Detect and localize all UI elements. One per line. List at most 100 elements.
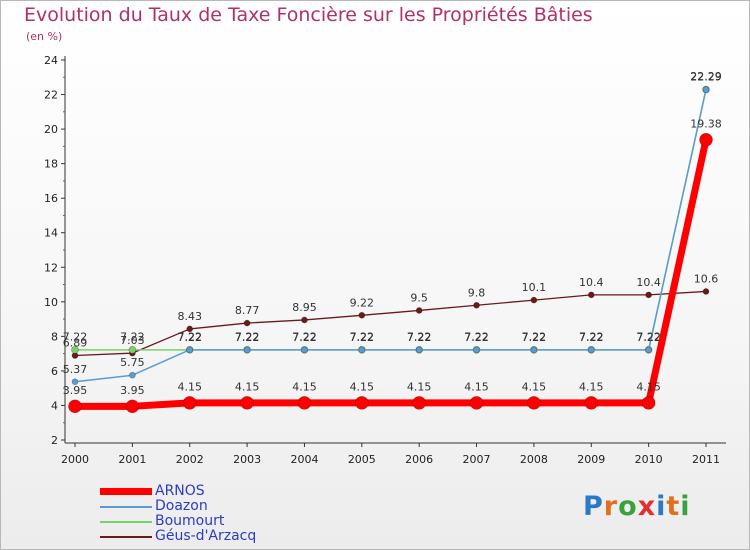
x-tick-label: 2000 — [61, 453, 89, 466]
chart-unit-label: (en %) — [26, 30, 63, 43]
data-point-boumourt — [128, 346, 137, 354]
data-label-boumourt: 7.22 — [464, 330, 489, 343]
data-point-arnos — [641, 396, 656, 410]
series-line-doazon — [74, 89, 707, 383]
logo-letter: t — [666, 491, 681, 522]
data-point-doazon — [473, 346, 480, 354]
data-label-doazon: 7.22 — [292, 331, 317, 344]
data-label-doazon: 7.22 — [522, 331, 547, 344]
data-label-g-us-d-arzacq: 10.4 — [636, 276, 661, 289]
data-point-doazon — [587, 346, 595, 354]
data-label-g-us-d-arzacq: 9.8 — [468, 286, 486, 299]
x-tick-label: 2006 — [405, 453, 433, 466]
x-tick-label: 2003 — [233, 453, 261, 466]
data-point-arnos — [355, 396, 369, 410]
logo-letter: x — [637, 491, 657, 522]
data-label-boumourt: 7.22 — [407, 330, 432, 343]
data-point-arnos — [297, 396, 312, 410]
legend-swatch-boumourt — [100, 521, 152, 523]
data-point-arnos — [68, 399, 82, 414]
logo-letter: r — [603, 491, 619, 522]
data-label-arnos: 4.15 — [177, 380, 202, 393]
data-point-doazon — [71, 378, 79, 386]
x-tick-label: 2011 — [692, 453, 720, 466]
y-tick-label: 8 — [51, 330, 58, 343]
legend-label-doazon: Doazon — [155, 498, 208, 514]
data-point-arnos — [527, 396, 541, 410]
y-tick-label: 12 — [44, 261, 58, 274]
data-label-g-us-d-arzacq: 8.43 — [177, 310, 202, 323]
legend-label-boumourt: Boumourt — [155, 513, 225, 529]
y-tick-label: 18 — [44, 158, 58, 171]
data-label-g-us-d-arzacq: 10.1 — [522, 281, 547, 294]
data-label-doazon: 22.29 — [690, 71, 722, 84]
data-label-g-us-d-arzacq: 8.77 — [235, 304, 260, 317]
data-label-arnos: 3.95 — [63, 384, 88, 397]
data-label-doazon: 7.22 — [407, 331, 432, 344]
data-point-g-us-d-arzacq — [186, 325, 194, 333]
y-tick-label: 16 — [44, 192, 58, 205]
data-point-g-us-d-arzacq — [587, 291, 595, 299]
data-point-g-us-d-arzacq — [415, 307, 423, 314]
data-point-arnos — [182, 396, 197, 410]
data-point-arnos — [699, 133, 713, 147]
data-label-arnos: 4.15 — [292, 380, 317, 393]
series-line-boumourt — [75, 89, 707, 351]
data-label-boumourt: 7.22 — [63, 330, 88, 343]
logo-letter: o — [618, 491, 638, 522]
data-label-arnos: 4.15 — [636, 380, 661, 393]
data-label-g-us-d-arzacq: 9.22 — [350, 296, 375, 309]
data-label-g-us-d-arzacq: 9.5 — [410, 291, 428, 304]
data-point-doazon — [243, 346, 251, 354]
series-line-arnos — [75, 139, 710, 410]
data-label-doazon: 7.22 — [636, 331, 661, 344]
series-line-g-us-d-arzacq — [74, 290, 707, 357]
data-label-arnos: 4.15 — [579, 380, 604, 393]
y-tick-label: 6 — [51, 365, 58, 378]
x-tick-label: 2004 — [290, 453, 318, 466]
data-point-doazon — [358, 346, 366, 354]
data-label-doazon: 7.22 — [464, 331, 489, 344]
data-label-boumourt: 7.22 — [522, 330, 547, 343]
legend-swatch-doazon — [100, 506, 152, 508]
data-point-g-us-d-arzacq — [473, 301, 480, 309]
data-point-boumourt — [71, 346, 79, 354]
x-tick-label: 2005 — [348, 453, 376, 466]
data-point-arnos — [125, 399, 140, 414]
data-label-boumourt: 7.22 — [235, 330, 260, 343]
x-tick-label: 2010 — [635, 453, 663, 466]
y-tick-label: 20 — [44, 123, 58, 136]
data-label-doazon: 7.22 — [235, 331, 260, 344]
data-label-doazon: 5.75 — [120, 356, 145, 369]
data-label-boumourt: 7.22 — [120, 330, 145, 343]
data-point-doazon — [415, 346, 423, 354]
x-tick-label: 2002 — [176, 453, 204, 466]
logo-letter: i — [680, 491, 691, 522]
y-tick-label: 2 — [51, 434, 58, 447]
chart-title: Evolution du Taux de Taxe Foncière sur l… — [24, 4, 593, 26]
x-tick-label: 2009 — [577, 453, 605, 466]
data-point-g-us-d-arzacq — [358, 311, 366, 319]
data-point-g-us-d-arzacq — [702, 288, 710, 295]
data-point-g-us-d-arzacq — [530, 296, 538, 304]
data-point-g-us-d-arzacq — [645, 291, 652, 299]
data-label-g-us-d-arzacq: 10.6 — [694, 272, 719, 285]
y-tick-label: 24 — [44, 54, 58, 67]
proxiti-logo: Proxiti — [583, 491, 691, 522]
data-label-boumourt: 7.22 — [579, 330, 604, 343]
data-label-doazon: 7.22 — [350, 331, 375, 344]
data-label-g-us-d-arzacq: 10.4 — [579, 276, 604, 289]
data-label-arnos: 4.15 — [407, 380, 432, 393]
legend-label-arnos: ARNOS — [155, 483, 205, 499]
data-label-arnos: 19.38 — [690, 117, 722, 130]
data-label-boumourt: 7.22 — [636, 330, 661, 343]
x-tick-label: 2001 — [118, 453, 146, 466]
data-label-g-us-d-arzacq: 8.95 — [292, 301, 317, 314]
legend-swatch-arnos — [100, 488, 152, 495]
data-label-boumourt: 7.22 — [292, 330, 317, 343]
y-tick-label: 22 — [44, 89, 58, 102]
data-point-doazon — [186, 346, 194, 354]
data-label-arnos: 4.15 — [464, 380, 489, 393]
